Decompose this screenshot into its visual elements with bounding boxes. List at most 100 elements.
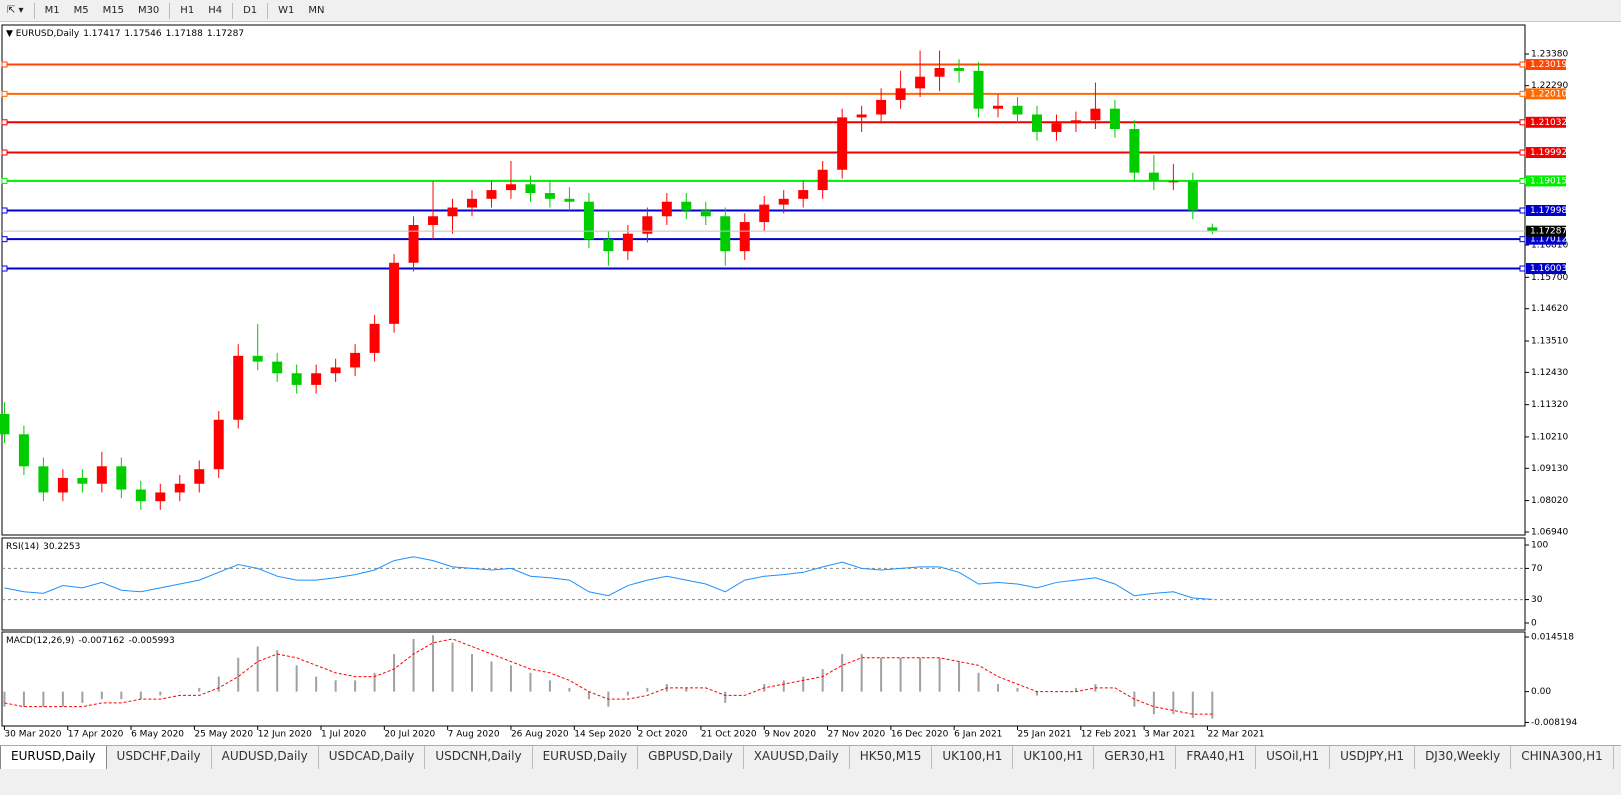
level-label-box bbox=[1526, 204, 1566, 216]
macd-header: MACD(12,26,9) -0.007162 -0.005993 bbox=[6, 636, 175, 646]
symbol-tab[interactable]: DJ30,Weekly bbox=[1415, 746, 1512, 770]
symbol-tab[interactable]: USDJPY,H1 bbox=[1330, 746, 1416, 770]
symbol-tab[interactable]: USOil,H1 bbox=[1256, 746, 1331, 770]
symbol-tab[interactable]: UK100,H1 bbox=[932, 746, 1014, 770]
rsi-panel bbox=[1, 537, 1526, 631]
last-price-box bbox=[1526, 225, 1566, 237]
macd-bar bbox=[880, 657, 883, 692]
separator bbox=[232, 2, 234, 19]
level-handle bbox=[1, 119, 8, 126]
candle-body bbox=[0, 413, 10, 435]
macd-bar bbox=[997, 684, 1000, 692]
macd-bar bbox=[841, 654, 844, 692]
timeframe-button[interactable]: M30 bbox=[137, 5, 160, 16]
macd-bar bbox=[685, 687, 688, 692]
candle-body bbox=[1187, 181, 1198, 211]
symbol-tab[interactable]: EURUSD,Daily bbox=[533, 746, 639, 770]
candle-body bbox=[428, 216, 439, 225]
candle-body bbox=[18, 434, 29, 467]
macd-bar bbox=[120, 691, 123, 700]
y-tick-label: 0 bbox=[1531, 618, 1537, 628]
macd-bar bbox=[1074, 687, 1077, 692]
symbol-tab[interactable]: AUDUSD,Daily bbox=[212, 746, 319, 770]
chart-header: ▼ EURUSD,Daily 1.17417 1.17546 1.17188 1.172… bbox=[6, 29, 244, 39]
y-tick-label: 1.15700 bbox=[1531, 273, 1568, 283]
candle-body bbox=[174, 483, 185, 493]
x-tick-label: 26 Aug 2020 bbox=[511, 730, 569, 740]
timeframe-button[interactable]: M15 bbox=[102, 5, 124, 16]
rsi-title: RSI(14) bbox=[6, 542, 39, 552]
macd-bar bbox=[451, 642, 454, 692]
level-handle bbox=[1, 177, 8, 184]
symbol-tab[interactable]: HK50,M15 bbox=[850, 746, 933, 770]
candle-body bbox=[1070, 120, 1081, 124]
candle-body bbox=[1012, 105, 1023, 115]
timeframe-button[interactable]: M1 bbox=[44, 5, 60, 16]
y-tick-label: 1.23380 bbox=[1531, 50, 1568, 60]
x-tick-label: 17 Apr 2020 bbox=[68, 730, 124, 740]
macd-bar bbox=[198, 687, 201, 692]
y-tick-label: 30 bbox=[1531, 595, 1543, 605]
separator bbox=[267, 2, 269, 19]
symbol: EURUSD,Daily bbox=[16, 29, 80, 39]
timeframe-button[interactable]: W1 bbox=[278, 5, 295, 16]
status-area bbox=[0, 769, 1621, 795]
timeframe-button[interactable]: H4 bbox=[208, 5, 223, 16]
candle-body bbox=[408, 224, 419, 263]
signal-line bbox=[4, 638, 1213, 715]
candle-body bbox=[57, 477, 68, 493]
low: 1.17188 bbox=[166, 29, 203, 39]
symbol-tab[interactable]: FRA40,H1 bbox=[1176, 746, 1257, 770]
macd-bar bbox=[860, 654, 863, 692]
symbol-tab[interactable]: USDCHF,Daily bbox=[107, 746, 212, 770]
macd-bar bbox=[237, 657, 240, 692]
symbol-tab[interactable]: XAUUSD,Daily bbox=[744, 746, 850, 770]
toolbar-icon[interactable]: ⇱ ▾ bbox=[7, 5, 24, 16]
symbol-tab[interactable]: EURUSD,Daily bbox=[0, 746, 107, 770]
candle-body bbox=[116, 466, 127, 490]
macd-bar bbox=[256, 646, 259, 692]
candle-body bbox=[155, 492, 166, 502]
timeframe-button[interactable]: M5 bbox=[73, 5, 89, 16]
timeframe-button[interactable]: D1 bbox=[243, 5, 258, 16]
y-tick-label: 1.11320 bbox=[1531, 400, 1568, 410]
macd-bar bbox=[22, 691, 25, 707]
level-handle bbox=[1519, 177, 1526, 184]
level-label: 1.16003 bbox=[1530, 264, 1567, 274]
symbol-tab[interactable]: CHINA300,H1 bbox=[1511, 746, 1614, 770]
level-handle bbox=[1, 61, 8, 68]
candle-body bbox=[447, 207, 458, 217]
level-handle bbox=[1519, 265, 1526, 272]
x-tick-label: 30 Mar 2020 bbox=[4, 730, 61, 740]
candle-body bbox=[817, 169, 828, 191]
rsi-header: RSI(14) 30.2253 bbox=[6, 542, 80, 552]
symbol-tab[interactable]: GBPUSD,Daily bbox=[638, 746, 744, 770]
candle-body bbox=[38, 466, 49, 493]
candle-body bbox=[291, 373, 302, 385]
timeframe-button[interactable]: H1 bbox=[180, 5, 195, 16]
symbol-tab[interactable]: GER30,H1 bbox=[1094, 746, 1177, 770]
symbol-tab[interactable]: UK100,H1 bbox=[1013, 746, 1095, 770]
candle-body bbox=[389, 262, 400, 324]
last-price-label: 1.17287 bbox=[1530, 227, 1567, 237]
candle-body bbox=[973, 70, 984, 109]
symbol-tab[interactable]: USDCNH,Daily bbox=[425, 746, 533, 770]
level-handle bbox=[1519, 90, 1526, 97]
y-tick-label: 1.12430 bbox=[1531, 368, 1568, 378]
symbol-tab[interactable]: USDCAD,Daily bbox=[319, 746, 426, 770]
macd-bar bbox=[471, 654, 474, 692]
y-tick-label: 1.10210 bbox=[1531, 432, 1568, 442]
macd-bar bbox=[61, 691, 64, 707]
macd-bar bbox=[802, 676, 805, 692]
candle-body bbox=[486, 190, 497, 199]
y-tick-label: 1.13510 bbox=[1531, 336, 1568, 346]
timeframe-button[interactable]: MN bbox=[308, 5, 325, 16]
macd-bar bbox=[139, 691, 142, 700]
candle-body bbox=[213, 419, 224, 470]
level-handle bbox=[1519, 207, 1526, 214]
macd-bar bbox=[704, 691, 707, 693]
macd-bar bbox=[1172, 691, 1175, 715]
level-handle bbox=[1, 207, 8, 214]
separator bbox=[169, 2, 171, 19]
level-label: 1.22010 bbox=[1530, 89, 1567, 99]
